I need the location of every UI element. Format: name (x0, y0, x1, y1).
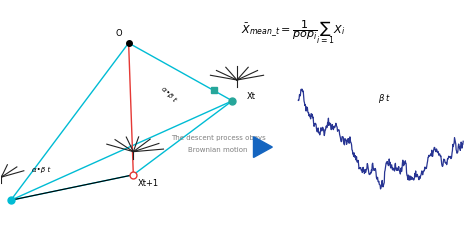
Text: The descent process obeys: The descent process obeys (171, 135, 265, 141)
Text: Xt: Xt (246, 91, 255, 100)
Text: Brownian motion: Brownian motion (188, 147, 248, 153)
Text: Xt+1: Xt+1 (138, 179, 159, 188)
Polygon shape (254, 137, 273, 157)
Text: β t: β t (378, 94, 390, 103)
Text: α•β t: α•β t (32, 167, 51, 173)
Text: α•β t: α•β t (160, 85, 177, 102)
Text: $\bar{X}_{mean\_t} = \dfrac{1}{pop_i} \sum_{i=1}^{} X_i$: $\bar{X}_{mean\_t} = \dfrac{1}{pop_i} \s… (241, 18, 346, 46)
Text: O: O (116, 29, 122, 38)
